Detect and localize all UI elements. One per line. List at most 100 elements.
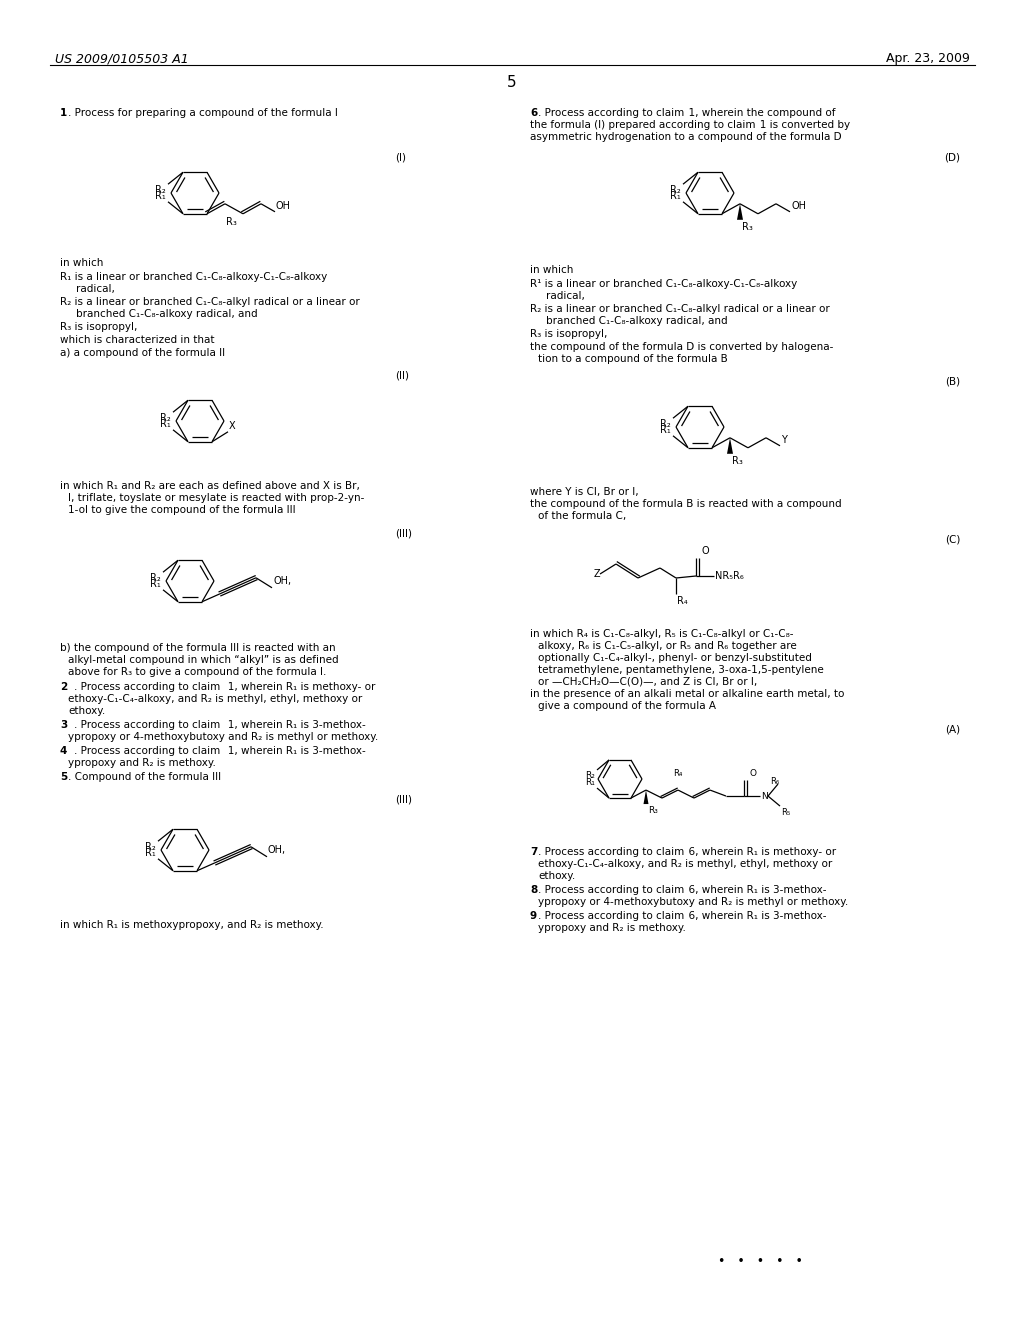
Text: . Process according to claim  1, wherein the compound of: . Process according to claim 1, wherein … xyxy=(538,108,836,117)
Text: O: O xyxy=(749,770,756,777)
Text: (A): (A) xyxy=(945,723,961,734)
Text: in which: in which xyxy=(530,265,573,275)
Text: R₂ is a linear or branched C₁-C₈-alkyl radical or a linear or: R₂ is a linear or branched C₁-C₈-alkyl r… xyxy=(530,304,829,314)
Text: (III): (III) xyxy=(395,795,412,805)
Text: branched C₁-C₈-alkoxy radical, and: branched C₁-C₈-alkoxy radical, and xyxy=(76,309,258,319)
Text: . Process according to claim   1, wherein R₁ is 3-methox-: . Process according to claim 1, wherein … xyxy=(74,746,366,756)
Text: R₆: R₆ xyxy=(770,777,779,785)
Text: ethoxy-C₁-C₄-alkoxy, and R₂ is methyl, ethyl, methoxy or: ethoxy-C₁-C₄-alkoxy, and R₂ is methyl, e… xyxy=(538,859,833,869)
Text: R₄: R₄ xyxy=(677,597,688,606)
Text: branched C₁-C₈-alkoxy radical, and: branched C₁-C₈-alkoxy radical, and xyxy=(546,315,728,326)
Text: R¹ is a linear or branched C₁-C₈-alkoxy-C₁-C₈-alkoxy: R¹ is a linear or branched C₁-C₈-alkoxy-… xyxy=(530,279,798,289)
Text: Y: Y xyxy=(781,434,786,445)
Text: NR₅R₆: NR₅R₆ xyxy=(715,572,743,581)
Text: •   •   •   •   •: • • • • • xyxy=(718,1255,803,1269)
Text: ypropoxy or 4-methoxybutoxy and R₂ is methyl or methoxy.: ypropoxy or 4-methoxybutoxy and R₂ is me… xyxy=(68,733,378,742)
Text: . Process according to claim  6, wherein R₁ is methoxy- or: . Process according to claim 6, wherein … xyxy=(538,847,837,857)
Text: R₁: R₁ xyxy=(660,425,671,434)
Text: above for R₃ to give a compound of the formula I.: above for R₃ to give a compound of the f… xyxy=(68,667,327,677)
Text: R₁: R₁ xyxy=(156,191,166,201)
Text: ypropoxy or 4-methoxybutoxy and R₂ is methyl or methoxy.: ypropoxy or 4-methoxybutoxy and R₂ is me… xyxy=(538,898,848,907)
Text: OH: OH xyxy=(276,201,291,211)
Polygon shape xyxy=(737,203,743,220)
Text: OH: OH xyxy=(791,201,806,211)
Text: . Compound of the formula III: . Compound of the formula III xyxy=(68,772,221,781)
Text: in which: in which xyxy=(60,257,103,268)
Text: b) the compound of the formula III is reacted with an: b) the compound of the formula III is re… xyxy=(60,643,336,653)
Text: R₃: R₃ xyxy=(732,455,742,466)
Text: 6: 6 xyxy=(530,108,538,117)
Text: (I): (I) xyxy=(395,153,406,162)
Text: . Process according to claim  6, wherein R₁ is 3-methox-: . Process according to claim 6, wherein … xyxy=(538,884,826,895)
Text: R₂: R₂ xyxy=(151,573,161,583)
Text: . Process according to claim  6, wherein R₁ is 3-methox-: . Process according to claim 6, wherein … xyxy=(538,911,826,921)
Text: . Process for preparing a compound of the formula I: . Process for preparing a compound of th… xyxy=(68,108,338,117)
Text: Apr. 23, 2009: Apr. 23, 2009 xyxy=(886,51,970,65)
Text: of the formula C,: of the formula C, xyxy=(538,511,627,521)
Text: the compound of the formula B is reacted with a compound: the compound of the formula B is reacted… xyxy=(530,499,842,510)
Text: R₂: R₂ xyxy=(156,185,166,195)
Text: R₂ is a linear or branched C₁-C₈-alkyl radical or a linear or: R₂ is a linear or branched C₁-C₈-alkyl r… xyxy=(60,297,359,308)
Text: R₃: R₃ xyxy=(648,807,657,814)
Text: radical,: radical, xyxy=(546,290,585,301)
Text: ethoxy.: ethoxy. xyxy=(538,871,575,880)
Text: R₃ is isopropyl,: R₃ is isopropyl, xyxy=(60,322,137,333)
Text: Z: Z xyxy=(593,569,600,579)
Text: ethoxy-C₁-C₄-alkoxy, and R₂ is methyl, ethyl, methoxy or: ethoxy-C₁-C₄-alkoxy, and R₂ is methyl, e… xyxy=(68,694,362,704)
Text: the compound of the formula D is converted by halogena-: the compound of the formula D is convert… xyxy=(530,342,834,352)
Polygon shape xyxy=(643,791,648,804)
Text: asymmetric hydrogenation to a compound of the formula D: asymmetric hydrogenation to a compound o… xyxy=(530,132,842,143)
Text: OH,: OH, xyxy=(273,576,291,586)
Text: in which R₁ is methoxypropoxy, and R₂ is methoxy.: in which R₁ is methoxypropoxy, and R₂ is… xyxy=(60,920,324,931)
Text: (II): (II) xyxy=(395,371,409,381)
Text: ’: ’ xyxy=(60,108,63,117)
Text: R₁: R₁ xyxy=(151,578,161,589)
Text: tion to a compound of the formula B: tion to a compound of the formula B xyxy=(538,354,728,364)
Text: (B): (B) xyxy=(945,378,961,387)
Text: alkoxy, R₆ is C₁-C₅-alkyl, or R₅ and R₆ together are: alkoxy, R₆ is C₁-C₅-alkyl, or R₅ and R₆ … xyxy=(538,642,797,651)
Text: R₁: R₁ xyxy=(145,847,156,858)
Text: R₃: R₃ xyxy=(742,222,753,232)
Text: which is characterized in that: which is characterized in that xyxy=(60,335,214,345)
Text: R₁: R₁ xyxy=(671,191,681,201)
Text: R₁: R₁ xyxy=(160,418,171,429)
Text: R₁ is a linear or branched C₁-C₈-alkoxy-C₁-C₈-alkoxy: R₁ is a linear or branched C₁-C₈-alkoxy-… xyxy=(60,272,328,282)
Text: 7: 7 xyxy=(530,847,538,857)
Text: or —CH₂CH₂O—C(O)—, and Z is Cl, Br or I,: or —CH₂CH₂O—C(O)—, and Z is Cl, Br or I, xyxy=(538,677,758,686)
Text: R₂: R₂ xyxy=(160,413,171,424)
Text: optionally C₁-C₄-alkyl-, phenyl- or benzyl-substituted: optionally C₁-C₄-alkyl-, phenyl- or benz… xyxy=(538,653,812,663)
Text: R₅: R₅ xyxy=(781,808,791,817)
Text: ypropoxy and R₂ is methoxy.: ypropoxy and R₂ is methoxy. xyxy=(68,758,216,768)
Text: alkyl-metal compound in which “alkyl” is as defined: alkyl-metal compound in which “alkyl” is… xyxy=(68,655,339,665)
Text: 4: 4 xyxy=(60,746,68,756)
Text: X: X xyxy=(229,421,236,430)
Text: a) a compound of the formula II: a) a compound of the formula II xyxy=(60,348,225,358)
Text: US 2009/0105503 A1: US 2009/0105503 A1 xyxy=(55,51,188,65)
Text: 3: 3 xyxy=(60,719,68,730)
Text: in which R₁ and R₂ are each as defined above and X is Br,: in which R₁ and R₂ are each as defined a… xyxy=(60,480,359,491)
Text: in which R₄ is C₁-C₈-alkyl, R₅ is C₁-C₈-alkyl or C₁-C₈-: in which R₄ is C₁-C₈-alkyl, R₅ is C₁-C₈-… xyxy=(530,630,794,639)
Text: R₃: R₃ xyxy=(226,216,237,227)
Text: I, triflate, toyslate or mesylate is reacted with prop-2-yn-: I, triflate, toyslate or mesylate is rea… xyxy=(68,492,365,503)
Text: 8: 8 xyxy=(530,884,538,895)
Text: give a compound of the formula A: give a compound of the formula A xyxy=(538,701,716,711)
Text: (III): (III) xyxy=(395,528,412,539)
Text: OH,: OH, xyxy=(268,845,286,855)
Text: R₂: R₂ xyxy=(660,420,671,429)
Text: R₄: R₄ xyxy=(674,770,683,777)
Text: the formula (I) prepared according to claim  1 is converted by: the formula (I) prepared according to cl… xyxy=(530,120,850,129)
Text: where Y is Cl, Br or I,: where Y is Cl, Br or I, xyxy=(530,487,639,498)
Text: 9: 9 xyxy=(530,911,538,921)
Text: R₂: R₂ xyxy=(585,771,595,780)
Text: tetramethylene, pentamethylene, 3-oxa-1,5-pentylene: tetramethylene, pentamethylene, 3-oxa-1,… xyxy=(538,665,823,675)
Text: N: N xyxy=(761,792,768,800)
Text: 1: 1 xyxy=(60,108,68,117)
Text: ypropoxy and R₂ is methoxy.: ypropoxy and R₂ is methoxy. xyxy=(538,923,686,933)
Text: R₃ is isopropyl,: R₃ is isopropyl, xyxy=(530,329,607,339)
Text: (C): (C) xyxy=(944,535,961,544)
Text: 2: 2 xyxy=(60,682,68,692)
Text: . Process according to claim   1, wherein R₁ is 3-methox-: . Process according to claim 1, wherein … xyxy=(74,719,366,730)
Text: (D): (D) xyxy=(944,153,961,162)
Text: 1-ol to give the compound of the formula III: 1-ol to give the compound of the formula… xyxy=(68,506,296,515)
Text: R₁: R₁ xyxy=(585,777,595,787)
